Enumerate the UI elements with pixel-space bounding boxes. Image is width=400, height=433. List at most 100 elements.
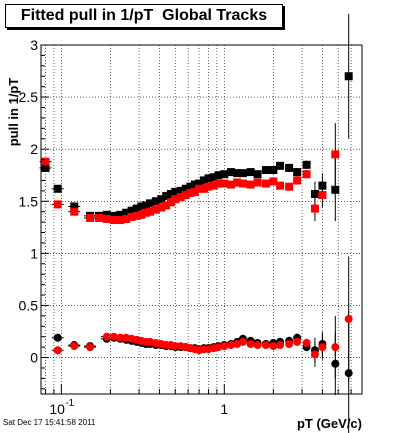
data-point-circle (214, 343, 223, 352)
data-point-square (53, 184, 62, 193)
data-point-square (146, 199, 155, 208)
data-point-square (132, 204, 141, 213)
data-point-square (195, 184, 204, 193)
data-point-square (261, 179, 270, 188)
data-point-square (190, 187, 199, 196)
data-point-square (269, 177, 278, 186)
data-point-square (238, 169, 247, 178)
data-point-square (269, 166, 278, 175)
data-point-circle (70, 342, 79, 351)
data-point-circle (269, 342, 278, 351)
data-point-square (166, 198, 175, 207)
data-point-square (214, 171, 223, 180)
data-point-square (53, 200, 62, 209)
data-point-square (253, 178, 262, 187)
data-point-square (220, 170, 229, 179)
data-point-square (109, 211, 118, 220)
data-point-circle (116, 333, 125, 342)
data-point-circle (220, 342, 229, 351)
data-point-circle (285, 339, 294, 348)
data-point-square (127, 206, 136, 215)
data-point-square (102, 210, 111, 219)
data-point-square (261, 166, 270, 175)
data-point-square (186, 188, 195, 197)
tick-labels: 0 0.5 1 1.5 2 2.5 3 10 -1 1 (19, 37, 229, 417)
data-point-square (166, 189, 175, 198)
data-point-circle (276, 341, 285, 350)
data-point-square (146, 207, 155, 216)
x-tick-label-exponent: -1 (65, 398, 74, 409)
x-tick-label: 1 (220, 401, 228, 417)
data-point-square (176, 186, 185, 195)
data-point-circle (344, 369, 353, 378)
data-point-square (86, 213, 95, 222)
axis-ticks (41, 44, 363, 394)
data-point-square (151, 205, 160, 214)
data-point-circle (331, 359, 340, 368)
data-point-square (238, 179, 247, 188)
data-point-circle (318, 343, 327, 352)
data-point-square (204, 182, 213, 191)
y-tick-label: 1.5 (19, 193, 39, 209)
data-point-square (70, 202, 79, 211)
data-point-square (186, 182, 195, 191)
data-point-circle (331, 343, 340, 352)
data-point-circle (293, 337, 302, 346)
y-tick-label: 0 (30, 350, 38, 366)
data-point-circle (109, 332, 118, 341)
data-point-square (132, 211, 141, 220)
data-point-circle (53, 346, 62, 355)
data-point-square (310, 204, 319, 213)
data-point-square (195, 179, 204, 188)
data-point-square (141, 201, 150, 210)
data-point-square (122, 208, 131, 217)
timestamp-footer: Sat Dec 17 15:41:58 2011 (3, 418, 96, 427)
data-point-square (246, 180, 255, 189)
y-tick-label: 3 (30, 37, 38, 53)
data-point-square (204, 174, 213, 183)
data-point-square (157, 195, 166, 204)
data-point-square (41, 157, 50, 166)
data-point-square (141, 208, 150, 217)
y-tick-label: 1 (30, 245, 38, 261)
data-point-square (227, 168, 236, 177)
data-point-square (199, 176, 208, 185)
data-point-circle (227, 341, 236, 350)
data-point-square (176, 193, 185, 202)
data-point-square (285, 163, 294, 172)
data-point-square (318, 181, 327, 190)
data-point-circle (53, 333, 62, 342)
data-point-square (181, 184, 190, 193)
y-tick-label: 2.5 (19, 89, 39, 105)
data-point-square (276, 161, 285, 170)
data-point-square (41, 163, 50, 172)
y-tick-label: 0.5 (19, 297, 39, 313)
plot-frame (40, 44, 363, 395)
y-axis-label: pull in 1/pT (6, 78, 21, 147)
data-point-square (127, 212, 136, 221)
data-point-square (276, 181, 285, 190)
data-point-circle (86, 343, 95, 352)
data-point-square (302, 170, 311, 179)
data-point-square (214, 179, 223, 188)
data-point-circle (310, 350, 319, 359)
data-point-square (116, 216, 125, 225)
data-point-square (181, 191, 190, 200)
data-point-square (293, 168, 302, 177)
data-point-square (246, 168, 255, 177)
data-point-square (310, 189, 319, 198)
data-point-square (253, 170, 262, 179)
data-point-square (137, 210, 146, 219)
data-point-square (102, 214, 111, 223)
data-point-square (151, 197, 160, 206)
data-point-circle (253, 341, 262, 350)
error-bars (39, 13, 350, 433)
data-point-circle (246, 339, 255, 348)
data-point-square (116, 210, 125, 219)
data-point-square (293, 176, 302, 185)
data-point-square (199, 184, 208, 193)
data-point-square (233, 178, 242, 187)
data-point-square (318, 191, 327, 200)
data-point-square (220, 179, 229, 188)
